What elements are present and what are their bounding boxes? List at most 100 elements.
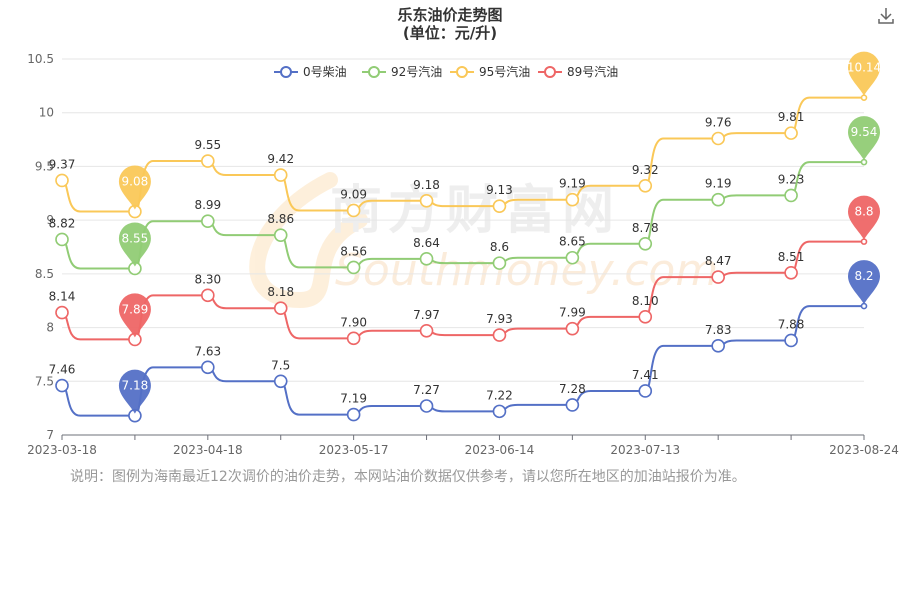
data-point <box>201 360 215 375</box>
data-label: 7.63 <box>194 344 221 358</box>
data-label: 7.22 <box>486 388 513 402</box>
legend-symbol <box>280 66 292 78</box>
watermark: 南方财富网 Southmoney.com <box>249 172 718 309</box>
footnote: 说明：图例为海南最近12次调价的油价走势，本网站油价数据仅供参考，请以您所在地区… <box>70 469 746 485</box>
data-point <box>55 305 69 320</box>
x-tick-label: 2023-04-18 <box>173 443 243 457</box>
data-label: 7.46 <box>49 363 76 377</box>
data-label: 9.55 <box>194 138 221 152</box>
y-axis: 7 7.5 8 8.5 9 9.5 10 10.5 <box>27 52 54 442</box>
data-point <box>419 194 434 208</box>
data-label: 9.37 <box>49 157 76 171</box>
data-point <box>711 339 725 353</box>
data-point <box>492 404 507 419</box>
legend-item[interactable]: 0号柴油 <box>274 65 347 79</box>
data-label: 8.65 <box>559 235 586 249</box>
pin-label: 8.8 <box>854 205 873 219</box>
data-point <box>201 214 215 229</box>
chart-title: 乐东油价走势图 <box>397 6 502 24</box>
data-point <box>492 256 507 270</box>
data-point <box>860 238 868 245</box>
data-label: 9.76 <box>705 115 732 129</box>
x-axis: 2023-03-18 2023-04-18 2023-05-17 2023-06-14… <box>27 434 899 457</box>
y-tick-label: 7.5 <box>35 374 54 388</box>
data-point <box>860 94 868 101</box>
data-label: 9.32 <box>632 163 659 177</box>
download-icon[interactable] <box>874 4 898 28</box>
y-tick-label: 10.5 <box>27 52 54 66</box>
data-point <box>565 250 580 265</box>
x-tick-label: 2023-08-24 <box>829 443 899 457</box>
data-label: 7.19 <box>340 392 367 406</box>
legend-label: 0号柴油 <box>303 65 347 79</box>
data-point <box>273 228 288 242</box>
data-point <box>346 203 361 218</box>
data-label: 7.28 <box>559 382 586 396</box>
grid <box>62 58 864 382</box>
y-tick-label: 7 <box>46 428 54 442</box>
data-point <box>565 192 580 207</box>
data-point <box>55 378 69 393</box>
legend-item[interactable]: 89号汽油 <box>538 64 618 79</box>
data-label: 7.27 <box>413 383 440 397</box>
data-point <box>638 178 653 193</box>
data-label: 8.51 <box>778 250 805 264</box>
pin-label: 9.54 <box>851 125 878 139</box>
legend-symbol <box>544 66 556 78</box>
data-label: 9.18 <box>413 178 440 192</box>
data-label: 7.88 <box>778 317 805 331</box>
data-point <box>638 384 653 398</box>
data-point <box>346 407 361 422</box>
data-label: 9.19 <box>559 177 586 191</box>
pin-label: 7.18 <box>122 379 149 393</box>
data-label: 7.41 <box>632 368 659 382</box>
pin-label: 8.55 <box>122 231 149 245</box>
markers: 7.18 8.2 8.55 9.54 9.08 10.14 7.89 8.8 <box>118 51 881 414</box>
data-labels: 7.46 7.63 7.5 7.19 7.27 7.22 7.28 7.41 7.83 7.88 8… <box>49 110 805 405</box>
data-label: 7.5 <box>271 358 290 372</box>
data-label: 8.18 <box>267 285 294 299</box>
data-point <box>565 321 580 336</box>
data-point <box>201 288 215 303</box>
data-point <box>784 265 798 280</box>
x-tick-label: 2023-06-14 <box>465 443 535 457</box>
legend-symbol <box>368 66 380 78</box>
pin-marker <box>118 293 151 338</box>
data-label: 7.99 <box>559 306 586 320</box>
data-point <box>273 374 288 389</box>
data-point <box>273 301 288 316</box>
pin-marker <box>848 195 880 240</box>
data-point <box>784 126 798 140</box>
data-label: 8.56 <box>340 244 367 258</box>
data-label: 9.81 <box>778 110 805 124</box>
data-point <box>711 131 725 146</box>
data-point <box>565 398 580 412</box>
data-point <box>492 199 507 213</box>
series-group <box>55 94 868 423</box>
data-label: 8.64 <box>413 236 440 250</box>
pin-marker <box>118 222 151 267</box>
watermark-logo <box>249 172 368 309</box>
y-tick-label: 10 <box>39 106 54 120</box>
data-point <box>711 270 725 284</box>
chart-subtitle: (单位：元/升) <box>403 24 497 42</box>
pin-label: 8.2 <box>854 269 873 283</box>
data-label: 7.83 <box>705 323 732 337</box>
data-point <box>419 252 434 266</box>
legend-label: 92号汽油 <box>391 64 442 79</box>
data-point <box>784 333 798 348</box>
data-label: 9.13 <box>486 183 513 197</box>
data-label: 9.23 <box>778 172 805 186</box>
legend-item[interactable]: 92号汽油 <box>362 64 442 79</box>
pin-label: 10.14 <box>847 61 881 75</box>
data-label: 8.47 <box>705 254 732 268</box>
pin-marker <box>848 116 880 161</box>
legend-label: 95号汽油 <box>479 64 530 79</box>
data-label: 8.78 <box>632 221 659 235</box>
watermark-text-cn: 南方财富网 <box>330 181 620 241</box>
data-point <box>201 154 215 168</box>
legend-item[interactable]: 95号汽油 <box>450 64 530 79</box>
legend[interactable]: 0号柴油 92号汽油 95号汽油 89号汽油 <box>274 64 618 79</box>
data-point <box>346 331 361 346</box>
